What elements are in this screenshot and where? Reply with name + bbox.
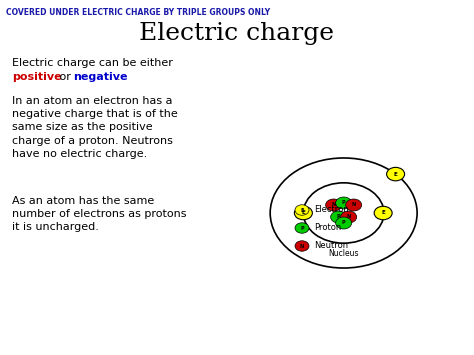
Ellipse shape xyxy=(336,217,352,229)
Ellipse shape xyxy=(295,205,309,215)
Text: Nucleus: Nucleus xyxy=(328,249,359,258)
Ellipse shape xyxy=(374,206,392,220)
Text: E: E xyxy=(301,208,304,213)
Ellipse shape xyxy=(336,197,352,209)
Text: Electric charge can be either: Electric charge can be either xyxy=(12,58,173,68)
Ellipse shape xyxy=(295,241,309,251)
Text: E: E xyxy=(381,211,385,215)
Text: In an atom an electron has a
negative charge that is of the
same size as the pos: In an atom an electron has a negative ch… xyxy=(12,96,178,159)
Text: As an atom has the same
number of electrons as protons
it is uncharged.: As an atom has the same number of electr… xyxy=(12,196,186,233)
Text: Electron: Electron xyxy=(314,206,348,214)
Text: N: N xyxy=(300,244,304,248)
Text: E: E xyxy=(394,171,398,176)
Text: COVERED UNDER ELECTRIC CHARGE BY TRIPLE GROUPS ONLY: COVERED UNDER ELECTRIC CHARGE BY TRIPLE … xyxy=(6,8,270,17)
Text: negative: negative xyxy=(73,72,128,82)
Ellipse shape xyxy=(331,211,346,223)
Text: P: P xyxy=(342,220,346,225)
Ellipse shape xyxy=(326,199,342,211)
Text: Electric charge: Electric charge xyxy=(139,22,335,45)
Text: N: N xyxy=(346,214,351,219)
Ellipse shape xyxy=(387,167,405,181)
Ellipse shape xyxy=(346,199,362,211)
Ellipse shape xyxy=(341,211,356,223)
Text: or: or xyxy=(56,72,74,82)
Ellipse shape xyxy=(295,223,309,233)
Text: P: P xyxy=(342,201,346,206)
Text: N: N xyxy=(352,202,356,208)
Text: P: P xyxy=(300,225,304,230)
Text: positive: positive xyxy=(12,72,62,82)
Text: Proton: Proton xyxy=(314,224,341,233)
Text: N: N xyxy=(331,202,336,208)
Ellipse shape xyxy=(294,206,312,220)
Text: E: E xyxy=(301,211,305,215)
Text: Neutron: Neutron xyxy=(314,241,348,251)
Text: P: P xyxy=(337,214,340,219)
Text: .: . xyxy=(117,72,120,82)
